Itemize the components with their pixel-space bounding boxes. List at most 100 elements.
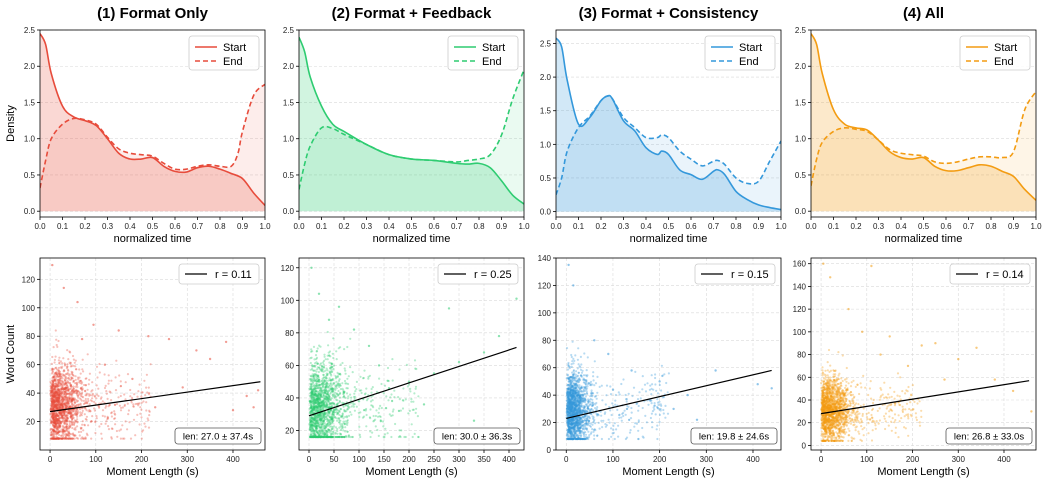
scatter-point	[313, 400, 316, 403]
scatter-point	[326, 393, 329, 396]
scatter-point	[55, 391, 58, 394]
scatter-point	[51, 413, 54, 416]
scatter-point	[312, 388, 315, 391]
scatter-point	[62, 419, 65, 422]
scatter-point	[319, 345, 322, 348]
scatter-point	[329, 382, 332, 385]
scatter-point	[570, 413, 573, 416]
scatter-point	[576, 394, 579, 397]
scatter-point	[66, 406, 69, 409]
scatter-point	[69, 432, 72, 436]
scatter-point	[567, 426, 570, 429]
scatter-point	[581, 395, 585, 398]
scatter-point	[331, 427, 334, 431]
scatter-point	[256, 389, 260, 392]
scatter-point	[50, 419, 53, 423]
panel-title: (4) All	[903, 5, 944, 22]
scatter-point	[414, 387, 417, 390]
scatter-point	[73, 390, 76, 393]
scatter-point	[67, 410, 71, 413]
scatter-point	[56, 436, 59, 439]
scatter-point	[71, 398, 74, 401]
scatter-point	[570, 410, 573, 413]
scatter-point	[121, 424, 124, 427]
scatter-point	[54, 437, 57, 440]
scatter-point	[317, 397, 320, 400]
scatter-point	[573, 433, 576, 436]
scatter-point	[316, 435, 319, 439]
scatter-point	[354, 390, 357, 393]
scatter-point	[571, 426, 574, 429]
scatter-point	[65, 381, 68, 384]
scatter-point	[68, 361, 71, 364]
scatter-point	[585, 419, 588, 423]
scatter-point	[566, 394, 569, 397]
scatter-point	[143, 379, 146, 382]
scatter-point	[67, 392, 70, 395]
scatter-point	[106, 415, 109, 418]
scatter-point	[579, 420, 583, 423]
scatter-point	[326, 431, 329, 434]
scatter-point	[316, 431, 319, 434]
scatter-point	[578, 397, 581, 400]
scatter-point	[572, 373, 575, 376]
scatter-point	[53, 414, 56, 417]
scatter-point	[309, 421, 312, 424]
scatter-point	[574, 412, 577, 415]
scatter-point	[51, 383, 54, 386]
scatter-point	[60, 390, 63, 393]
scatter-point	[567, 384, 570, 387]
scatter-point	[324, 392, 327, 395]
scatter-point	[341, 426, 344, 429]
scatter-point	[50, 386, 53, 390]
scatter-point	[54, 385, 58, 388]
scatter-point	[66, 349, 69, 352]
scatter-point	[568, 410, 571, 413]
scatter-point	[571, 437, 575, 441]
scatter-point	[314, 435, 317, 439]
scatter-point	[59, 384, 62, 387]
scatter-point	[328, 411, 331, 414]
scatter-point	[97, 394, 100, 398]
scatter-point	[347, 405, 350, 408]
scatter-point	[60, 437, 63, 440]
scatter-point	[73, 391, 76, 394]
scatter-point	[88, 408, 91, 412]
scatter-point	[579, 429, 582, 432]
scatter-point	[69, 365, 72, 368]
scatter-point	[568, 398, 571, 402]
scatter-point	[54, 404, 57, 407]
scatter-point	[60, 412, 63, 415]
scatter-point	[321, 435, 324, 439]
scatter-point	[50, 391, 53, 395]
scatter-point	[567, 437, 570, 440]
scatter-point	[571, 403, 574, 406]
scatter-point	[66, 419, 69, 422]
scatter-point	[72, 385, 75, 388]
scatter-point	[570, 435, 573, 438]
scatter-point	[569, 425, 572, 429]
scatter-point	[315, 435, 318, 438]
scatter-point	[309, 435, 313, 439]
scatter-point	[71, 426, 74, 430]
scatter-point	[315, 416, 318, 419]
scatter-point	[365, 387, 368, 390]
scatter-point	[52, 437, 55, 440]
scatter-point	[576, 400, 579, 403]
scatter-point	[315, 395, 318, 398]
scatter-point	[319, 428, 322, 431]
scatter-point	[579, 408, 582, 411]
scatter-point	[574, 432, 577, 435]
scatter-point	[61, 387, 64, 390]
scatter-point	[322, 391, 325, 394]
scatter-point	[573, 384, 576, 387]
scatter-point	[576, 418, 579, 421]
scatter-point	[576, 393, 579, 397]
scatter-point	[87, 410, 90, 413]
scatter-point	[319, 395, 322, 398]
scatter-point	[145, 386, 148, 389]
scatter-point	[55, 428, 58, 431]
scatter-point	[590, 413, 593, 416]
scatter-point	[578, 404, 581, 407]
scatter-point	[320, 369, 323, 372]
